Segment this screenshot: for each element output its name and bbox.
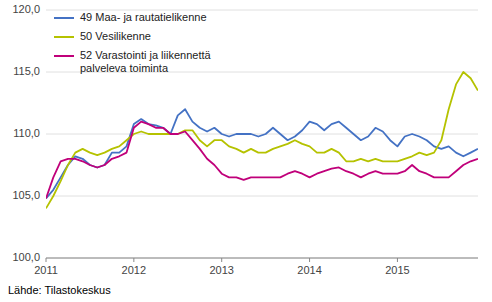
x-tick-label: 2012: [122, 264, 146, 276]
legend-swatch: [54, 17, 74, 19]
legend-label: 52 Varastointi ja liikennettäpalveleva t…: [80, 49, 212, 74]
y-tick-label: 110,0: [13, 127, 40, 139]
x-tick: [309, 258, 310, 262]
x-tick-label: 2014: [297, 264, 321, 276]
line: [46, 122, 478, 199]
source: Lähde: Tilastokeskus: [8, 284, 111, 296]
legend-swatch: [54, 55, 74, 57]
x-tick-label: 2015: [385, 264, 409, 276]
plot-area: [46, 72, 478, 208]
legend-label: 49 Maa- ja rautatielikenne: [80, 11, 207, 23]
legend-swatch: [54, 36, 74, 38]
grid-line: [46, 196, 478, 197]
legend-label: 50 Vesilikenne: [80, 30, 151, 42]
chart-container: 100,0105,0110,0115,0120,0201120122013201…: [0, 0, 492, 302]
x-tick: [133, 258, 134, 262]
y-tick-label: 120,0: [12, 3, 40, 15]
y-tick-label: 100,0: [12, 251, 40, 263]
chart: 100,0105,0110,0115,0120,0201120122013201…: [0, 0, 492, 302]
grid-line: [46, 258, 478, 259]
x-tick: [46, 258, 47, 262]
x-tick: [221, 258, 222, 262]
legend: 49 Maa- ja rautatielikenne 50 Vesilikenne…: [54, 11, 212, 74]
y-axis: 100,0 105,0 110,0 115,0 120,0: [12, 3, 478, 263]
background: [0, 0, 492, 302]
x-tick-label: 2013: [209, 264, 233, 276]
x-tick-label: 2011: [34, 264, 58, 276]
x-tick: [397, 258, 398, 262]
line: [46, 109, 478, 198]
line: [46, 72, 478, 208]
x-axis-line: [46, 258, 478, 259]
y-tick-label: 105,0: [12, 189, 40, 201]
x-axis: 2011 2012 2013 2014 2015: [34, 258, 478, 276]
y-tick-label: 115,0: [13, 65, 40, 77]
